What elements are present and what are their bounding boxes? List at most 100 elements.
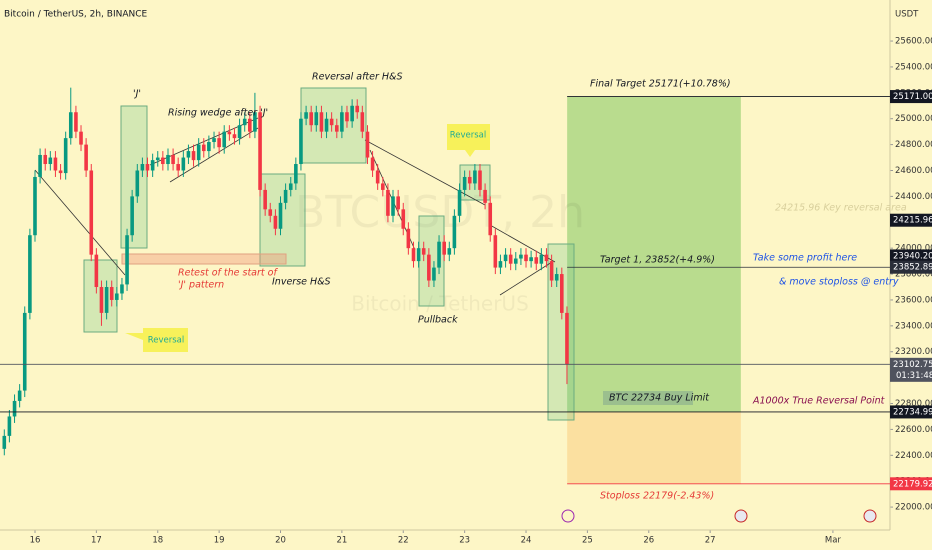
candle-body	[58, 170, 63, 174]
candle-body	[63, 138, 68, 174]
candle-body	[549, 261, 554, 281]
price-label-box	[890, 357, 932, 382]
zone	[259, 173, 306, 267]
price-label-box	[890, 260, 932, 274]
candle-body	[340, 112, 344, 132]
candle-body	[360, 112, 365, 132]
candle-body	[319, 112, 324, 132]
candle-body	[355, 105, 360, 113]
candle-body	[288, 183, 293, 190]
event-icon[interactable]	[734, 509, 748, 523]
candle-body	[365, 131, 370, 158]
candle-body	[411, 248, 416, 262]
candle-body	[416, 248, 421, 262]
candles	[2, 87, 569, 456]
y-tick-label: 24800.00	[895, 140, 932, 150]
candle-body	[43, 154, 48, 165]
candle-body	[462, 176, 467, 190]
annotation: A1000x True Reversal Point	[752, 396, 886, 407]
candle-body	[437, 241, 441, 268]
candle-body	[201, 144, 206, 152]
candle-body	[74, 112, 78, 132]
annotation: 'J' pattern	[178, 280, 224, 291]
x-tick-label: 16	[30, 536, 41, 546]
price-label: 23940.20	[893, 251, 932, 261]
candle-body	[508, 254, 513, 264]
candle-body	[304, 112, 308, 119]
candle-body	[299, 118, 303, 165]
watermark: BTCUSDT, 2h	[295, 187, 585, 238]
y-tick-label: 24000.00	[895, 244, 932, 254]
candle-body	[33, 176, 37, 236]
candle-body	[248, 118, 252, 132]
y-tick-label: 22400.00	[895, 451, 932, 461]
x-tick-label: 19	[214, 536, 225, 546]
candle-body	[186, 151, 191, 158]
x-tick-label: 23	[459, 536, 470, 546]
candle-body	[452, 215, 457, 249]
event-icon[interactable]	[863, 509, 877, 523]
candle-body	[196, 144, 201, 161]
candle-body	[278, 202, 283, 229]
candle-body	[350, 105, 354, 122]
y-tick-label: 25600.00	[895, 37, 932, 47]
candle-body	[457, 189, 462, 216]
price-label-box	[890, 249, 932, 263]
candle-body	[329, 118, 334, 126]
annotation: Take some profit here	[753, 253, 857, 264]
candle-body	[345, 112, 349, 122]
candle-body	[565, 312, 569, 365]
candle-body	[258, 112, 262, 190]
candle-body	[171, 154, 175, 165]
candle-body	[544, 254, 549, 262]
candle-body	[227, 131, 232, 135]
x-tick-label: 18	[152, 536, 163, 546]
x-tick-label: 27	[705, 536, 716, 546]
candle-body	[498, 261, 503, 268]
candle-body	[478, 170, 482, 190]
candle-body	[48, 157, 53, 165]
annotation: 'J'	[133, 89, 141, 100]
loss-zone	[567, 411, 741, 484]
candle-body	[375, 170, 380, 184]
currency: USDT	[895, 10, 919, 20]
candle-body	[84, 144, 88, 171]
candle-body	[222, 131, 227, 148]
candle-body	[483, 189, 487, 203]
callout	[125, 328, 188, 352]
candle-body	[7, 416, 12, 436]
price-label: 22734.99	[893, 407, 932, 417]
annotation: Final Target 25171(+10.78%)	[590, 79, 731, 90]
price-label: 22179.92	[893, 479, 932, 489]
overlay: 25171.00 24215.96 23940.20 23852.89 23102.75…	[0, 90, 932, 491]
candle-body	[2, 435, 7, 449]
event-icon[interactable]	[561, 509, 575, 523]
annotation: Reversal	[450, 131, 487, 141]
candle-body	[386, 189, 390, 216]
candle-body	[283, 189, 288, 203]
candle-body	[529, 257, 533, 262]
y-tick-label: 24400.00	[895, 192, 932, 202]
candle-body	[381, 183, 385, 190]
candle-body	[79, 131, 83, 145]
annotation: Target 1, 23852(+4.9%)	[600, 255, 715, 266]
candle-body	[560, 274, 564, 313]
annotation: & move stoploss @ entry	[779, 277, 899, 288]
candle-body	[314, 112, 319, 126]
trend-line	[499, 261, 553, 296]
chart-title: Bitcoin / TetherUS, 2h, BINANCE	[4, 10, 148, 20]
trend-line	[169, 127, 259, 183]
candle-body	[109, 287, 114, 300]
candle-body	[166, 154, 170, 165]
candle-body	[242, 118, 247, 126]
candle-body	[53, 157, 58, 171]
candle-body	[140, 164, 145, 171]
candle-body	[176, 164, 180, 171]
candle-body	[120, 284, 124, 294]
y-tick-label: 22800.00	[895, 399, 932, 409]
candle-body	[539, 254, 544, 264]
price-label: 25171.00	[893, 92, 932, 102]
candle-body	[263, 189, 267, 210]
candle-body	[427, 254, 431, 281]
